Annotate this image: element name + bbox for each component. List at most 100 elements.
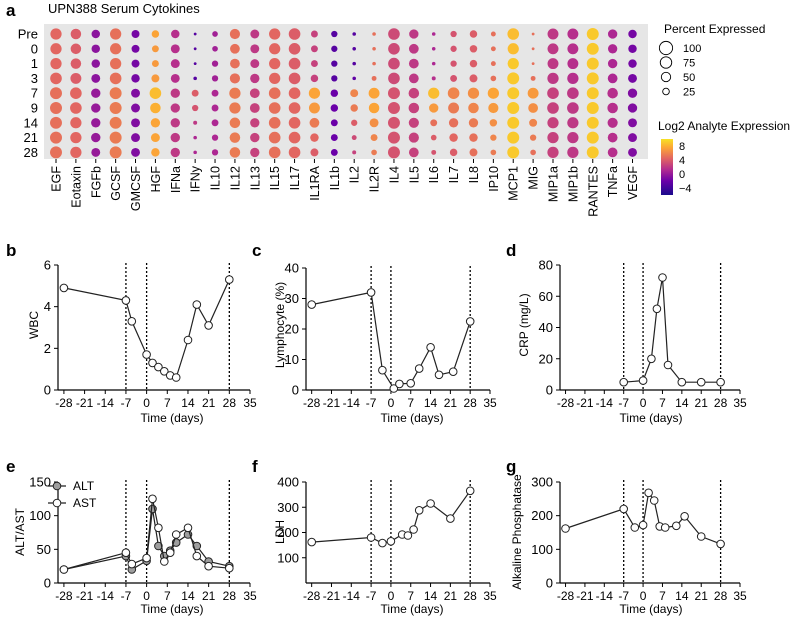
dot-MCP1-9 (507, 102, 520, 114)
dot-MCP1-14 (507, 116, 520, 129)
col-label-MCP1: MCP1 (507, 166, 521, 201)
dot-IL10-Pre (212, 31, 218, 37)
panel-a: a UPN388 Serum Cytokines Pre01379142128 … (6, 1, 790, 217)
dot-MCP1-21 (507, 131, 520, 144)
panel-f-point-LDH-10 (414, 506, 424, 515)
dot-IL2R-28 (371, 149, 377, 156)
color-legend: Log2 Analyte Expression 8 4 0 −4 (658, 119, 790, 195)
dot-HGF-28 (151, 148, 160, 157)
dot-GCSF-0 (110, 43, 122, 55)
panel-e-xtick-label-21: 21 (202, 589, 216, 603)
dot-IL15-3 (269, 72, 281, 85)
dot-IFNy-21 (193, 135, 197, 140)
dot-RANTES-1 (586, 57, 599, 70)
dot-IL1b-Pre (331, 30, 338, 38)
panel-f-point-LDH--3 (378, 538, 387, 548)
dot-IL2R-Pre (372, 32, 376, 36)
color-legend-tick-4: 4 (679, 155, 685, 167)
dot-IP10-Pre (490, 31, 496, 37)
dot-RANTES-3 (586, 72, 599, 85)
dot-MCP1-7 (507, 87, 520, 100)
dot-IFNa-21 (170, 132, 180, 143)
row-label-7: 7 (31, 86, 38, 101)
dot-RANTES-7 (586, 87, 599, 100)
panel-letter-d: d (506, 241, 516, 260)
col-label-IL6: IL6 (427, 166, 441, 183)
dot-IL2R-7 (368, 87, 380, 99)
panel-c-point-Lymphocyte (%)-3 (395, 379, 404, 389)
dot-IL17-7 (288, 87, 301, 100)
dot-IL13-Pre (250, 29, 260, 39)
size-legend-label-25: 25 (683, 87, 695, 99)
panel-f-xtick-label--7: -7 (366, 589, 377, 603)
col-label-IL13: IL13 (248, 166, 262, 190)
panel-e-point-ALT-17 (192, 541, 202, 551)
panel-c-ytick-label-40: 40 (285, 261, 299, 276)
panel-d-point-CRP (mg/L)-0 (638, 376, 648, 385)
dot-IL1RA-1 (310, 60, 318, 68)
panel-letter-a: a (6, 1, 16, 20)
heatmap-background (44, 24, 648, 159)
dot-IFNa-28 (170, 147, 180, 158)
panel-d-line-CRP (mg/L) (623, 277, 721, 383)
dot-IL15-28 (268, 146, 281, 159)
dot-IL2-28 (352, 150, 357, 155)
panel-b-xtick-label--14: -14 (97, 396, 115, 410)
row-label-Pre: Pre (18, 27, 38, 42)
panel-b-xtick-label-28: 28 (223, 396, 237, 410)
dot-Eotaxin-21 (70, 131, 82, 144)
panel-d-xtick-label--14: -14 (596, 396, 614, 410)
panel-c-xtick-label--14: -14 (343, 396, 361, 410)
dot-GCSF-21 (109, 131, 122, 144)
panel-b-xtick-label--7: -7 (121, 396, 132, 410)
dot-IFNy-0 (193, 47, 197, 51)
panel-b-ytick-label-0: 0 (44, 383, 51, 398)
dot-IL4-Pre (388, 28, 400, 40)
dot-IL5-Pre (409, 29, 419, 39)
panel-c-point-Lymphocyte (%)-7 (406, 379, 416, 388)
col-label-IL2: IL2 (348, 166, 362, 183)
dot-MIP1a-14 (547, 117, 559, 129)
col-label-EGF: EGF (50, 166, 64, 192)
panel-c-point-Lymphocyte (%)--28 (307, 300, 317, 309)
dot-IL8-0 (469, 45, 478, 53)
dot-IL4-9 (387, 102, 400, 114)
panel-e-point-AST-28 (225, 563, 234, 573)
dot-IL17-3 (288, 72, 301, 85)
dot-HGF-7 (149, 87, 162, 100)
panel-f-ytick-label-300: 300 (277, 500, 299, 515)
dot-VEGF-28 (628, 147, 637, 157)
dot-Eotaxin-7 (70, 87, 82, 100)
panel-e-xtick-label--7: -7 (121, 589, 132, 603)
panel-b-xtick-label-7: 7 (164, 396, 171, 410)
panel-d-xtick-label--21: -21 (576, 396, 594, 410)
panel-e-xtick-label-7: 7 (164, 589, 171, 603)
dot-IP10-9 (488, 102, 499, 114)
dot-MIP1b-3 (567, 72, 579, 85)
dot-Eotaxin-9 (70, 102, 82, 114)
dot-MCP1-Pre (507, 28, 520, 40)
dot-MIG-21 (529, 134, 537, 141)
dot-IFNa-1 (170, 59, 180, 69)
dot-IL2-21 (351, 135, 357, 141)
dot-Eotaxin-0 (70, 43, 82, 55)
dot-MIG-1 (531, 62, 535, 66)
dot-IL2-7 (350, 89, 359, 98)
col-label-IL17: IL17 (288, 166, 302, 190)
dot-Eotaxin-Pre (70, 28, 82, 40)
dot-IL5-14 (408, 117, 419, 128)
panel-e-ytick-label-150: 150 (29, 475, 51, 490)
dot-IL4-7 (387, 87, 400, 100)
panel-g-xtick-label--7: -7 (618, 589, 629, 603)
dot-MIG-0 (531, 47, 535, 51)
dot-IL13-14 (250, 118, 260, 128)
dot-MCP1-0 (507, 43, 519, 55)
panel-c-point-Lymphocyte (%)-14 (426, 343, 435, 352)
dot-IL13-28 (250, 147, 260, 158)
dot-IL15-1 (269, 57, 281, 70)
dot-IL12-0 (230, 43, 240, 54)
dot-IL12-9 (229, 102, 241, 114)
dot-IL8-21 (469, 133, 478, 142)
dot-IL1RA-3 (310, 74, 319, 83)
